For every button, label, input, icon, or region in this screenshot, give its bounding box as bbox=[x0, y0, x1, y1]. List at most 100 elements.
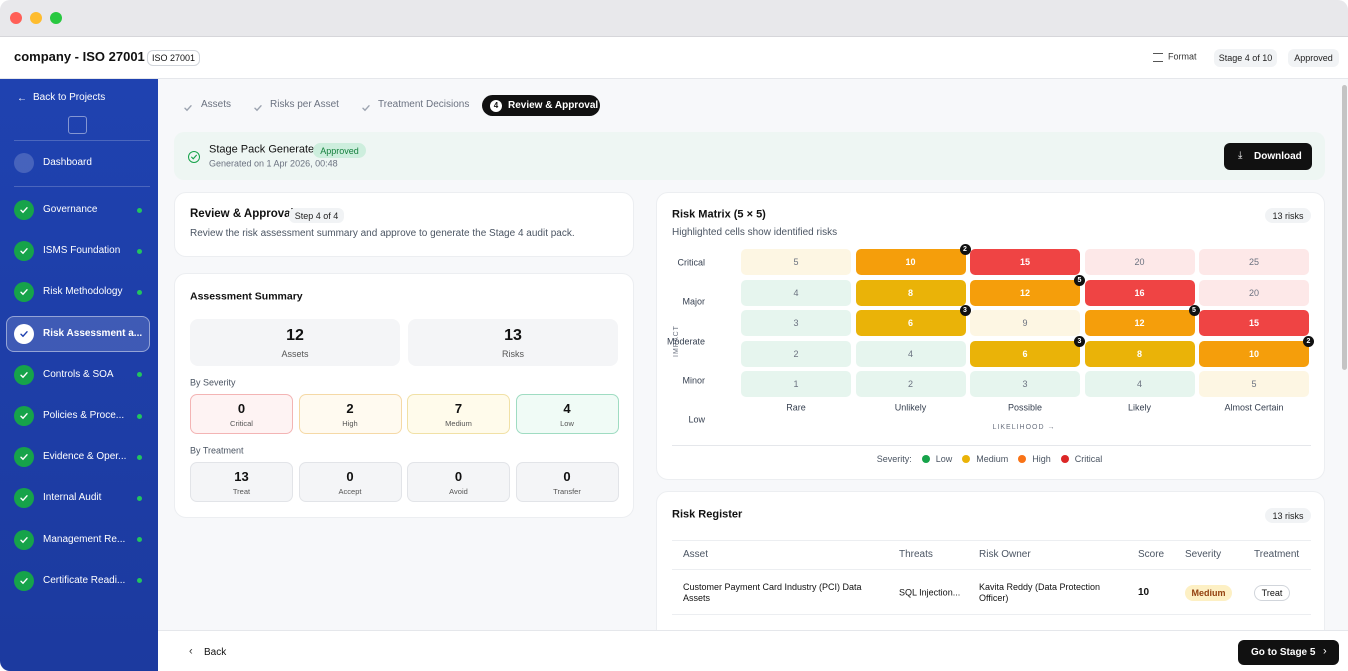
nav-item[interactable]: Governance bbox=[43, 204, 98, 215]
severity-box: 4 Low bbox=[515, 394, 619, 434]
status-dot bbox=[137, 413, 142, 419]
nav-item[interactable]: Risk Methodology bbox=[43, 286, 123, 298]
check-path bbox=[20, 536, 28, 543]
column-header: Score bbox=[1138, 549, 1165, 560]
severity-value: 7 bbox=[454, 401, 463, 416]
treatment-value: 0 bbox=[454, 469, 463, 484]
check-icon bbox=[20, 577, 28, 585]
divider bbox=[672, 445, 1311, 446]
status-dot bbox=[137, 454, 142, 460]
step[interactable]: Assets bbox=[201, 99, 232, 110]
standard-badge: ISO 27001 bbox=[147, 50, 200, 66]
treatment-box: 13 Treat bbox=[190, 462, 293, 502]
risk-badge: 5 bbox=[1188, 305, 1200, 317]
check-icon bbox=[20, 289, 28, 296]
impact-level: Minor bbox=[682, 375, 705, 386]
review-description: Review the risk assessment summary and a… bbox=[190, 228, 575, 239]
collapse-button[interactable] bbox=[68, 116, 87, 134]
back-button[interactable]: Back bbox=[204, 647, 227, 658]
download-icon: ⤓ bbox=[1238, 150, 1243, 161]
next-chevron: › bbox=[1323, 645, 1327, 658]
next-button[interactable]: Go to Stage 5 › bbox=[1238, 640, 1339, 665]
nav-item[interactable]: Internal Audit bbox=[43, 492, 102, 504]
check-path bbox=[20, 371, 28, 379]
summary-card: Assessment Summary 12 Assets 13 Risks By Seve… bbox=[174, 273, 634, 518]
check-path bbox=[20, 207, 28, 214]
status-dot bbox=[137, 495, 142, 501]
nav-item[interactable]: Controls & SOA bbox=[43, 368, 114, 380]
current-step[interactable]: 4 Review & Approval bbox=[482, 95, 600, 116]
check-icon bbox=[20, 330, 28, 337]
nav-item[interactable]: Risk Assessment a... bbox=[43, 327, 143, 339]
matrix-cell: 1 bbox=[741, 371, 851, 398]
check-path bbox=[184, 105, 192, 112]
treatment-value: 13 bbox=[234, 469, 249, 484]
matrix-cell: 12 bbox=[970, 279, 1080, 306]
treatment-heading: By Treatment bbox=[190, 445, 244, 456]
check-icon bbox=[20, 495, 28, 502]
treatment-value: 0 bbox=[563, 469, 571, 484]
nav-icon bbox=[14, 406, 34, 426]
divider bbox=[672, 569, 1311, 570]
next-label: Go to Stage 5 bbox=[1251, 646, 1316, 658]
nav-item[interactable]: Dashboard bbox=[43, 157, 92, 168]
legend-entry: Medium bbox=[976, 454, 1009, 464]
check-path bbox=[20, 454, 28, 461]
likelihood-level: Likely bbox=[1127, 402, 1151, 413]
treatment-badge: Treat bbox=[1254, 585, 1290, 601]
back-to-projects[interactable]: Back to Projects bbox=[33, 92, 106, 103]
nav-item[interactable]: Certificate Readi... bbox=[43, 574, 126, 586]
severity-value: 0 bbox=[237, 401, 246, 416]
step[interactable]: Risks per Asset bbox=[270, 99, 339, 110]
approved-pill: Approved bbox=[313, 143, 366, 158]
check-path bbox=[20, 413, 28, 420]
matrix-cell: 25 bbox=[1199, 249, 1309, 275]
column-header: Treatment bbox=[1254, 549, 1300, 560]
check-icon bbox=[362, 105, 370, 112]
matrix-cell: 12 bbox=[1084, 310, 1195, 337]
impact-level: Moderate bbox=[666, 336, 705, 347]
matrix-cell: 6 bbox=[970, 340, 1080, 367]
severity-label: High bbox=[342, 419, 358, 428]
scrollbar bbox=[1342, 85, 1347, 370]
step-number: 4 bbox=[490, 99, 502, 112]
nav-item[interactable]: Evidence & Oper... bbox=[43, 451, 127, 463]
check-icon bbox=[191, 154, 197, 160]
window-control[interactable] bbox=[10, 12, 22, 24]
nav-item[interactable]: Policies & Proce... bbox=[43, 410, 125, 421]
check-icon bbox=[20, 413, 28, 420]
legend: Severity: Low Medium High Critical bbox=[657, 454, 1326, 464]
severity-box: 7 Medium bbox=[407, 394, 510, 434]
likelihood-level: Unlikely bbox=[894, 402, 927, 413]
matrix-cell: 2 bbox=[741, 340, 851, 367]
step[interactable]: Treatment Decisions bbox=[378, 99, 470, 110]
treatment-label: Accept bbox=[338, 487, 362, 496]
step-check bbox=[183, 100, 193, 112]
nav-item[interactable]: Management Re... bbox=[43, 533, 126, 545]
column-header: Threats bbox=[899, 549, 933, 560]
legend-swatch bbox=[1060, 455, 1069, 463]
likelihood-level: Possible bbox=[1007, 402, 1043, 413]
banner-title: Stage Pack Generated bbox=[209, 143, 321, 156]
matrix-cell: 10 bbox=[1199, 340, 1309, 367]
check-icon bbox=[184, 105, 192, 112]
legend-swatch bbox=[1018, 455, 1027, 463]
severity-badge: Medium bbox=[1185, 585, 1232, 601]
check-icon bbox=[20, 536, 28, 543]
window-control[interactable] bbox=[30, 12, 42, 24]
matrix-cell: 6 bbox=[855, 310, 966, 337]
check-path bbox=[191, 154, 197, 160]
risk-badge: 3 bbox=[959, 305, 971, 317]
severity-box: 0 Critical bbox=[190, 394, 293, 434]
divider bbox=[14, 186, 150, 187]
register-card: Risk Register 13 risks Asset Threats Risk Ow… bbox=[656, 491, 1325, 630]
download-button[interactable]: ⤓ Download bbox=[1224, 143, 1312, 170]
nav-item[interactable]: ISMS Foundation bbox=[43, 245, 121, 257]
table-frame bbox=[672, 540, 1311, 630]
format-button[interactable]: Format bbox=[1168, 51, 1197, 62]
window-control[interactable] bbox=[50, 12, 62, 24]
cell-threats: SQL Injection... bbox=[899, 587, 961, 598]
total-value: 13 bbox=[504, 327, 522, 344]
status-dot bbox=[137, 372, 142, 378]
